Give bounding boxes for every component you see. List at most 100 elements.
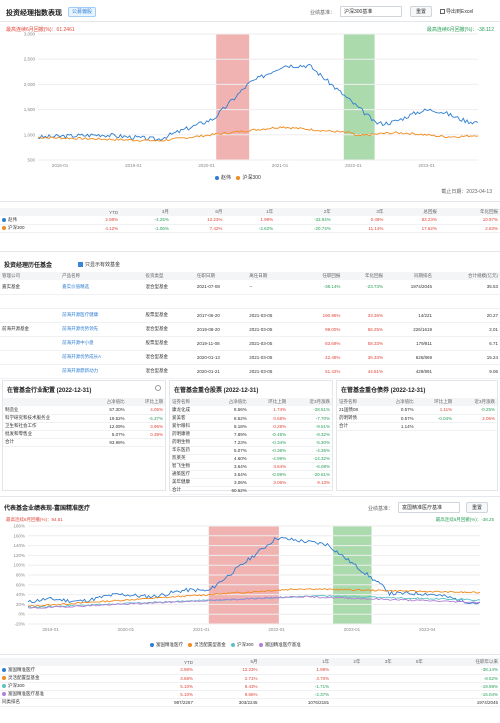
- fund-perf-cell: [331, 690, 363, 699]
- fund-perf-col-header: [0, 658, 131, 666]
- reset-button[interactable]: 重置: [410, 6, 432, 17]
- series-dot: [2, 675, 6, 680]
- history-cell: -38.14%: [299, 280, 343, 295]
- series-dot: [2, 667, 6, 672]
- fund-line-0: [27, 536, 481, 605]
- fund-reset-button[interactable]: 重置: [466, 502, 488, 513]
- fund-perf-cell: 3.70%: [259, 674, 332, 683]
- table-cell: 0.58%: [248, 414, 289, 423]
- perf-col-header: 1年: [224, 208, 276, 216]
- legend-a[interactable]: 赵伟: [221, 175, 232, 181]
- fund-performance-chart: 180% 160% 140% 120% 100% 80% 60% 40% 20% 0% -20% 20…: [13, 524, 481, 632]
- table-cell: 7.23%: [209, 438, 249, 447]
- history-cell: 混合型基金: [143, 280, 195, 295]
- history-cell[interactable]: 前海开源中小盘: [60, 336, 144, 351]
- table-cell: -0.34%: [248, 438, 289, 447]
- bonds-box: 在管基金重仓债券 (2022-12-31) 证券名称 占净值比 环比上期 近3月涨跌 2…: [336, 380, 498, 491]
- table-cell: 93.98%: [88, 438, 127, 447]
- table-cell: -8.32%: [288, 430, 332, 439]
- y-tick-label: 500: [27, 158, 35, 163]
- table-cell: 7.89%: [209, 430, 249, 439]
- history-cell: 42.49%: [299, 350, 343, 365]
- history-cell: 2020-01-13: [194, 350, 248, 365]
- history-cell: 83.69%: [299, 336, 343, 351]
- table-cell: 8.52%: [209, 414, 249, 423]
- history-row: 前海开源优势成长A 混合型基金 2020-01-13 2021-03-05 42.49%…: [0, 350, 500, 365]
- category-tag[interactable]: 公募偏股: [68, 7, 97, 17]
- table-cell: 21国债08: [337, 406, 378, 415]
- legend-dot-b: [236, 175, 241, 180]
- history-cell: 20.27: [434, 308, 500, 323]
- active-only-filter[interactable]: 只显示有效基金: [78, 261, 120, 268]
- fund-benchmark-select[interactable]: 富国精准医疗基准: [398, 502, 460, 513]
- fund-legend-0[interactable]: 富国精准医疗: [156, 642, 183, 647]
- table-cell: 4.05%: [126, 406, 165, 415]
- y-tick-label: 0%: [18, 612, 25, 617]
- history-cell[interactable]: [60, 294, 144, 309]
- fund-legend-1[interactable]: 灵活配置型基金: [194, 642, 226, 647]
- export-button[interactable]: 导出到Excel: [440, 8, 473, 15]
- fund-perf-label: 富国精准医疗基准: [8, 691, 44, 696]
- history-panel: 投资经理历任基金 只显示有效基金 管理公司 产品名称 投资类型 任职日期 离任日期 任职回…: [0, 251, 500, 379]
- perf-col-header: 2年: [275, 208, 333, 216]
- table-cell: 1.14%: [377, 422, 416, 431]
- history-cell: 2021-03-05: [247, 308, 300, 323]
- benchmark-select[interactable]: 沪深300基准: [340, 6, 402, 17]
- checkbox-icon[interactable]: [78, 262, 83, 268]
- table-col-header: 环比上期: [126, 398, 165, 406]
- history-cell: 626/869: [385, 350, 435, 365]
- fund-perf-cell: -2.37%: [259, 690, 332, 699]
- table-cell: -0.89%: [248, 470, 289, 479]
- history-col-header: 管理公司: [0, 272, 61, 280]
- fund-perf-cell: -15.04%: [424, 690, 500, 699]
- y-tick-label: 2,500: [24, 57, 36, 62]
- table-cell: 智飞生物: [170, 462, 210, 471]
- table-cell: [454, 422, 497, 431]
- fund-perf-cell: -19.98%: [424, 682, 500, 691]
- industry-table: 占净值比 环比上期 制造业 57.30% 4.05% 科学研究和技术服务业 19.52% -5…: [3, 398, 165, 447]
- chart-toggle-icon[interactable]: [155, 385, 161, 391]
- history-cell[interactable]: 前海开源优势领先: [60, 322, 144, 337]
- history-cell[interactable]: 前海开源优势成长A: [60, 350, 144, 365]
- perf-cell: 17.62%: [385, 224, 439, 233]
- history-cell: --: [247, 280, 300, 295]
- fund-perf-row-name: 富国精准医疗基准: [0, 690, 131, 699]
- history-cell: [0, 364, 61, 379]
- history-col-header: 合计规模(亿元): [434, 272, 500, 280]
- perf-cell: 0.49%: [332, 216, 386, 225]
- perf-cell: -20.74%: [275, 224, 333, 233]
- history-cell[interactable]: 前海开源医疗健康: [60, 308, 144, 323]
- fund-legend-2[interactable]: 沪深300: [237, 642, 254, 647]
- history-cell[interactable]: 前海开源鼎新动力: [60, 364, 144, 379]
- fund-benchmark-label: 业绩基准：: [368, 506, 394, 512]
- fund-perf-header-row: YTD 6月 1年 2年 3年 5年 任职年以来: [0, 658, 500, 666]
- table-cell: 57.30%: [88, 406, 127, 415]
- table-cell: 3.06%: [209, 478, 249, 487]
- history-cell: 2019-08-20: [194, 322, 248, 337]
- table-cell: 3.06%: [248, 478, 289, 487]
- history-cell: 2021-03-05: [247, 322, 300, 337]
- perf-cell: 2.83%: [438, 224, 500, 233]
- table-cell: -14.32%: [288, 454, 332, 463]
- history-cell: 51.42%: [299, 364, 343, 379]
- perf-cell: 1.99%: [224, 216, 276, 225]
- fund-perf-cell: [362, 666, 394, 675]
- history-cell[interactable]: 嘉实价值精选: [60, 280, 144, 295]
- legend-b[interactable]: 沪深300: [242, 175, 261, 181]
- table-cell: -4.99%: [248, 454, 289, 463]
- perf-col-header: YTD: [73, 208, 121, 216]
- perf-cell: -4.25%: [120, 216, 171, 225]
- history-row: 嘉实基金 嘉实价值精选 混合型基金 2021-07-08 -- -38.14% -23.73…: [0, 280, 500, 295]
- fund-legend-3[interactable]: 富国精准医疗基准: [264, 642, 301, 647]
- max-drawdown-right: 最高连续6月回撤(%)：-38.112: [426, 27, 494, 33]
- history-cell: 股票型基金: [143, 308, 195, 323]
- table-cell: -0.45%: [248, 430, 289, 439]
- benchmark-label: 业绩基准：: [310, 10, 336, 16]
- history-cell: [385, 294, 435, 309]
- table-cell: 2.06%: [454, 414, 497, 423]
- perf-cell: -1.06%: [120, 224, 171, 233]
- perf-cell: 11.14%: [332, 224, 386, 233]
- fund-perf-cell: -1.71%: [259, 682, 332, 691]
- table-cell: 8.18%: [209, 422, 249, 431]
- table-cell: 通策医疗: [170, 470, 210, 479]
